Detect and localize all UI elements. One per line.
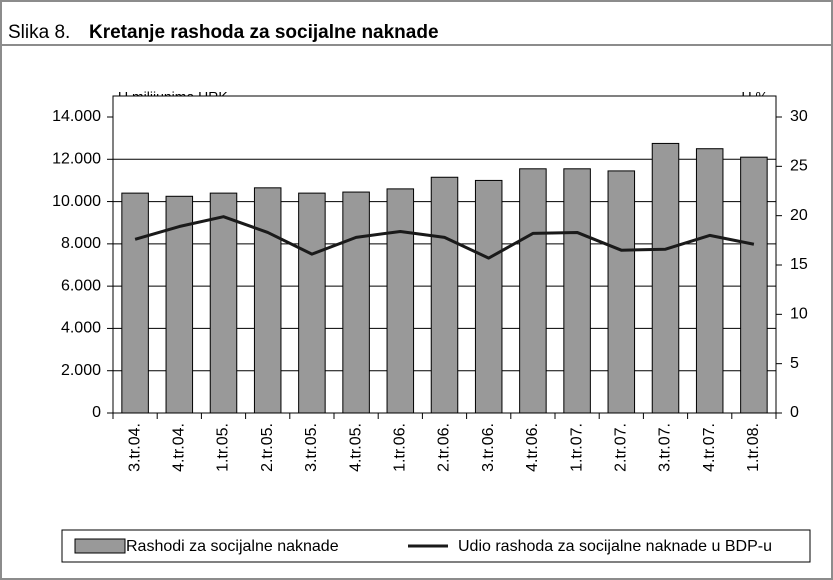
bar [386, 188, 415, 414]
y2-tick-label: 0 [790, 404, 799, 421]
x-tick-label: 4.tr.07. [701, 423, 718, 472]
legend-label: Udio rashoda za socijalne naknade u BDP-… [458, 538, 772, 555]
y-tick-label: 6.000 [61, 277, 101, 294]
x-tick-label: 4.tr.05. [347, 423, 364, 472]
x-tick-label: 1.tr.05. [215, 423, 232, 472]
bar [695, 148, 724, 414]
bar [253, 187, 282, 414]
x-tick-label: 1.tr.08. [745, 423, 762, 472]
y-tick-label: 4.000 [61, 320, 101, 337]
bar [165, 195, 194, 414]
y-tick-label: 0 [92, 404, 101, 421]
x-tick-label: 4.tr.06. [524, 423, 541, 472]
bar [607, 170, 636, 414]
x-tick-label: 2.tr.05. [259, 423, 276, 472]
legend-label: Rashodi za socijalne naknade [126, 538, 339, 555]
y-tick-label: 8.000 [61, 235, 101, 252]
x-tick-label: 4.tr.04. [171, 423, 188, 472]
y-tick-label: 2.000 [61, 362, 101, 379]
bar [209, 192, 238, 414]
bar [519, 168, 547, 414]
bar [430, 176, 459, 414]
figure-label: Slika 8. [8, 22, 70, 43]
x-tick-label: 2.tr.06. [436, 423, 453, 472]
x-tick-label: 3.tr.04. [126, 423, 143, 472]
y2-tick-label: 30 [790, 108, 808, 125]
bar [474, 179, 503, 414]
x-tick-label: 1.tr.07. [568, 423, 585, 472]
x-tick-label: 3.tr.07. [657, 423, 674, 472]
x-tick-label: 3.tr.05. [303, 423, 320, 472]
legend-swatch [74, 538, 126, 554]
y-tick-label: 10.000 [52, 193, 101, 210]
bar [121, 192, 149, 414]
x-tick-label: 3.tr.06. [480, 423, 497, 472]
line [134, 215, 755, 260]
y2-tick-label: 15 [790, 256, 808, 273]
bar [298, 192, 326, 414]
bar [563, 168, 591, 414]
y2-tick-label: 25 [790, 158, 808, 175]
bar [342, 191, 370, 414]
bar [740, 156, 768, 414]
y-tick-label: 12.000 [52, 151, 101, 168]
y2-tick-label: 10 [790, 306, 808, 323]
x-tick-label: 1.tr.06. [392, 423, 409, 472]
chart-title: Kretanje rashoda za socijalne naknade [89, 22, 439, 43]
y-tick-label: 14.000 [52, 108, 101, 125]
y2-tick-label: 20 [790, 207, 808, 224]
x-tick-label: 2.tr.07. [613, 423, 630, 472]
bar [651, 142, 680, 414]
y2-tick-label: 5 [790, 355, 799, 372]
